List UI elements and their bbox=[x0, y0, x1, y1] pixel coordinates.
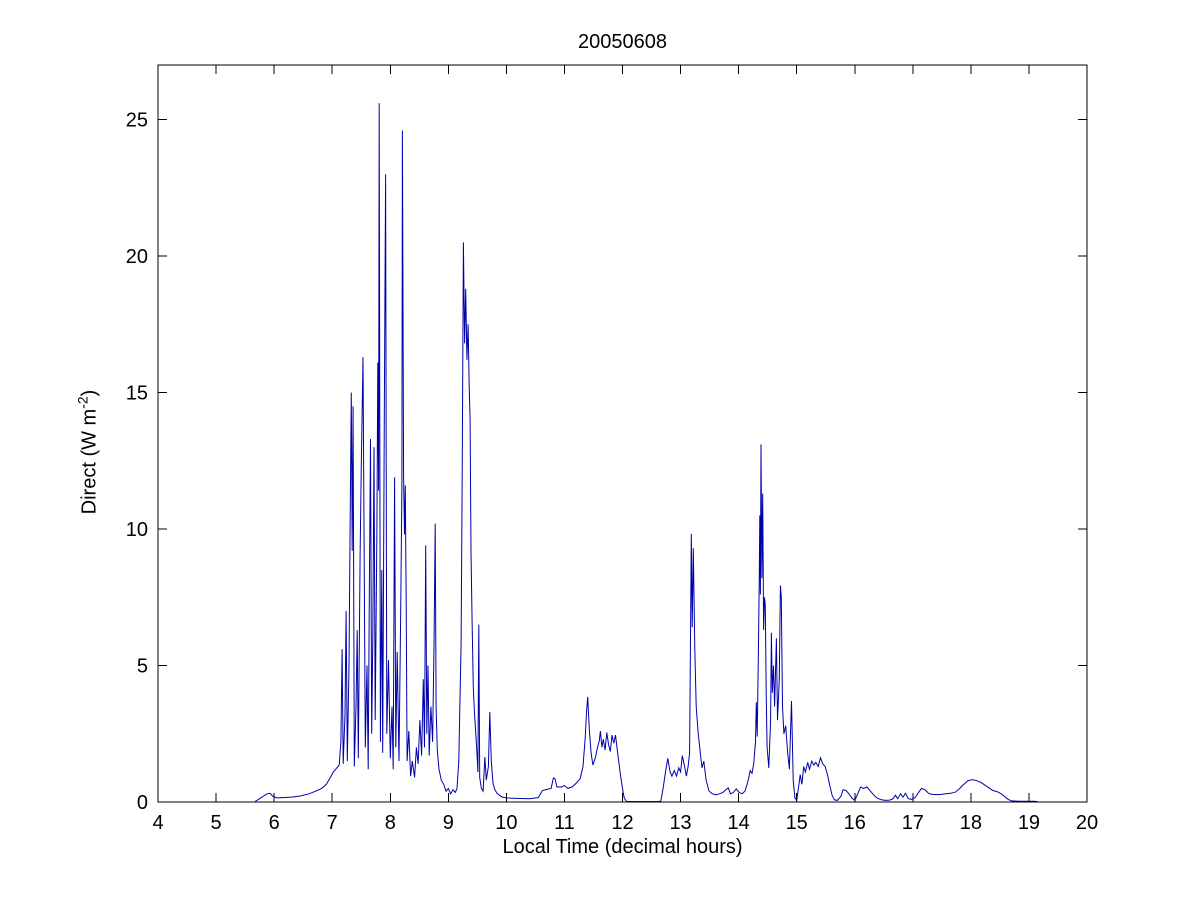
x-tick-label: 15 bbox=[786, 812, 808, 834]
x-tick-label: 14 bbox=[728, 812, 750, 834]
x-tick-label: 6 bbox=[269, 812, 280, 834]
y-tick-label: 20 bbox=[126, 246, 148, 268]
x-tick-label: 10 bbox=[495, 812, 517, 834]
y-axis-label-superscript: -2 bbox=[74, 396, 91, 409]
y-tick-label: 25 bbox=[126, 110, 148, 132]
y-tick-label: 5 bbox=[137, 656, 148, 678]
x-tick-label: 4 bbox=[152, 812, 163, 834]
y-tick-label: 0 bbox=[137, 792, 148, 814]
y-tick-label: 10 bbox=[126, 519, 148, 541]
x-tick-label: 11 bbox=[554, 812, 575, 834]
axes-box bbox=[157, 64, 1088, 803]
x-tick-label: 18 bbox=[960, 812, 982, 834]
y-tick-label: 15 bbox=[126, 383, 148, 405]
x-tick-label: 16 bbox=[844, 812, 866, 834]
x-tick-label: 7 bbox=[327, 812, 338, 834]
x-axis-label: Local Time (decimal hours) bbox=[502, 836, 743, 858]
data-series-line bbox=[254, 103, 1038, 802]
x-tick-label: 12 bbox=[611, 812, 633, 834]
chart-title: 20050608 bbox=[578, 31, 667, 53]
x-tick-label: 9 bbox=[443, 812, 454, 834]
x-tick-label: 5 bbox=[211, 812, 222, 834]
x-tick-label: 20 bbox=[1076, 812, 1098, 834]
x-tick-label: 13 bbox=[669, 812, 691, 834]
x-tick-label: 8 bbox=[385, 812, 396, 834]
y-axis-label: Direct (W m-2) bbox=[75, 390, 102, 515]
x-tick-label: 19 bbox=[1018, 812, 1040, 834]
y-axis-label-close: ) bbox=[78, 389, 101, 397]
y-axis-label-text: Direct (W m bbox=[78, 408, 101, 515]
x-tick-label: 17 bbox=[902, 812, 924, 834]
